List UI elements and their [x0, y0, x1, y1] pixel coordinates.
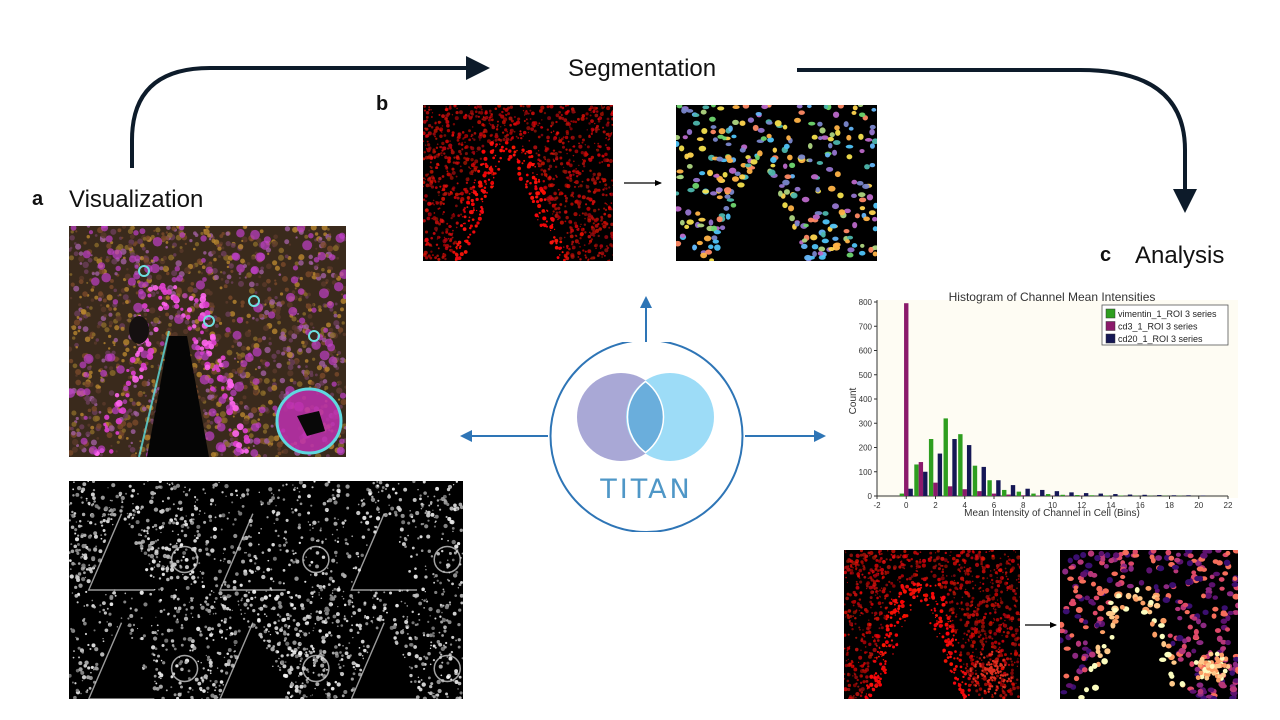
- x-tick-label: 22: [1224, 501, 1233, 510]
- arrow-segmentation-to-analysis: [797, 68, 1197, 213]
- bar-cd3: [918, 462, 924, 496]
- x-tick-label: 14: [1107, 501, 1116, 510]
- bar-cd20: [1157, 495, 1162, 496]
- segmented-cells-image: [676, 105, 877, 261]
- analysis-title: Analysis: [1135, 242, 1225, 269]
- bar-cd20: [1098, 493, 1103, 496]
- bar-cd20: [908, 488, 913, 496]
- bar-cd3: [977, 491, 982, 496]
- logo-overlap: [626, 380, 665, 454]
- bar-vimentin: [914, 464, 919, 496]
- legend-entry: vimentin_1_ROI 3 series: [1118, 309, 1217, 319]
- red-intensity-image: [844, 550, 1020, 699]
- bar-vimentin: [1016, 491, 1022, 496]
- bar-cd3: [904, 303, 909, 496]
- bar-cd3: [962, 489, 967, 496]
- bar-cd20: [1054, 491, 1060, 496]
- bar-vimentin: [1002, 489, 1007, 496]
- multiplex-composite-image: [69, 226, 346, 457]
- chart-title: Histogram of Channel Mean Intensities: [949, 290, 1156, 304]
- y-tick-label: 600: [859, 347, 873, 356]
- x-tick-label: 2: [933, 501, 938, 510]
- x-tick-label: 0: [904, 501, 909, 510]
- bar-cd20: [1171, 495, 1177, 496]
- legend-swatch: [1105, 333, 1116, 344]
- bar-vimentin: [1089, 495, 1095, 496]
- grayscale-channel-grid: [69, 481, 463, 699]
- bar-vimentin: [1075, 495, 1080, 496]
- bar-cd3: [1006, 494, 1011, 496]
- bar-cd3: [1021, 495, 1026, 496]
- arrow-visualization-to-segmentation: [130, 56, 490, 168]
- y-tick-label: 800: [859, 298, 873, 307]
- x-tick-label: 8: [1021, 501, 1026, 510]
- legend-box: [1101, 304, 1229, 346]
- bar-cd20: [1186, 495, 1191, 496]
- y-tick-label: 0: [868, 492, 873, 501]
- bar-cd20: [996, 480, 1001, 496]
- y-tick-label: 300: [859, 419, 873, 428]
- visualization-title: Visualization: [69, 186, 204, 213]
- bar-vimentin: [943, 418, 948, 496]
- x-axis-label: Mean Intensity of Channel in Cell (Bins): [964, 508, 1140, 518]
- y-tick-label: 100: [859, 468, 873, 477]
- x-tick-label: -2: [873, 501, 881, 510]
- x-tick-label: 6: [992, 501, 997, 510]
- bar-cd20: [1083, 493, 1089, 496]
- bar-vimentin: [899, 493, 905, 496]
- x-tick-label: 4: [963, 501, 968, 510]
- panel-label-a: a: [32, 188, 44, 210]
- x-tick-label: 16: [1136, 501, 1145, 510]
- bar-cd20: [1069, 492, 1074, 496]
- x-tick-label: 10: [1048, 501, 1057, 510]
- bar-vimentin: [1031, 493, 1036, 496]
- y-axis-label: Count: [848, 387, 859, 414]
- bar-cd20: [1127, 494, 1133, 496]
- red-nuclei-image: [423, 105, 613, 261]
- logo-text: TITAN: [599, 474, 693, 505]
- bar-cd20: [1025, 488, 1030, 496]
- bar-cd3: [991, 493, 997, 496]
- bar-vimentin: [1045, 494, 1051, 496]
- legend-swatch: [1105, 308, 1116, 319]
- bar-cd20: [981, 466, 986, 496]
- y-tick-label: 500: [859, 371, 873, 380]
- bar-cd20: [952, 439, 957, 496]
- x-tick-label: 20: [1194, 501, 1203, 510]
- histogram-chart: Histogram of Channel Mean Intensities Me…: [847, 290, 1240, 518]
- bar-vimentin: [987, 480, 992, 496]
- bar-cd20: [966, 445, 972, 496]
- bar-vimentin: [928, 439, 934, 496]
- inferno-colored-cells-image: [1060, 550, 1238, 699]
- y-tick-label: 200: [859, 444, 873, 453]
- bar-cd20: [923, 471, 928, 496]
- bar-cd3: [947, 486, 953, 496]
- bar-cd20: [1113, 494, 1118, 496]
- legend-entry: cd20_1_ROI 3 series: [1118, 334, 1203, 344]
- x-tick-label: 18: [1165, 501, 1174, 510]
- panel-label-c: c: [1100, 244, 1112, 266]
- bar-vimentin: [972, 465, 978, 496]
- bar-cd20: [1040, 489, 1045, 496]
- bar-cd20: [937, 453, 943, 496]
- y-tick-label: 700: [859, 322, 873, 331]
- bar-vimentin: [1060, 494, 1065, 496]
- legend-entry: cd3_1_ROI 3 series: [1118, 322, 1198, 332]
- y-tick-label: 400: [859, 395, 873, 404]
- panel-label-b: b: [376, 93, 389, 115]
- bar-cd3: [933, 482, 938, 496]
- bar-cd20: [1010, 485, 1016, 496]
- segmentation-title: Segmentation: [568, 55, 717, 82]
- bar-cd20: [1142, 494, 1147, 496]
- x-tick-label: 12: [1077, 501, 1086, 510]
- titan-logo: TITAN: [549, 342, 744, 532]
- legend-swatch: [1105, 321, 1116, 331]
- bar-vimentin: [958, 434, 963, 496]
